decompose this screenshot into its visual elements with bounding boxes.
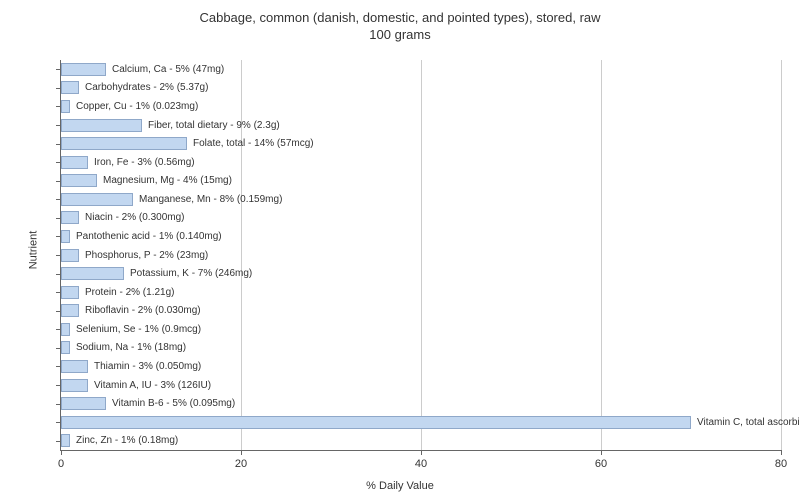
nutrient-label: Potassium, K - 7% (246mg) [130,268,252,279]
nutrient-label: Protein - 2% (1.21g) [85,287,175,298]
nutrient-bar [61,304,79,317]
x-tick [601,450,602,455]
bar-row: Manganese, Mn - 8% (0.159mg) [61,193,282,206]
x-tick-label: 40 [415,458,427,470]
x-tick [241,450,242,455]
nutrient-label: Niacin - 2% (0.300mg) [85,212,184,223]
x-tick-label: 60 [595,458,607,470]
bar-row: Potassium, K - 7% (246mg) [61,267,252,280]
nutrient-bar [61,249,79,262]
nutrient-bar [61,137,187,150]
bar-row: Zinc, Zn - 1% (0.18mg) [61,434,178,447]
nutrient-bar [61,360,88,373]
nutrient-label: Folate, total - 14% (57mcg) [193,138,314,149]
nutrient-bar [61,323,70,336]
gridline [601,60,602,450]
bar-row: Calcium, Ca - 5% (47mg) [61,63,224,76]
bar-row: Sodium, Na - 1% (18mg) [61,341,186,354]
x-tick [61,450,62,455]
nutrient-bar [61,416,691,429]
bar-row: Vitamin C, total ascorbic acid - 70% (42… [61,416,800,429]
nutrient-bar [61,156,88,169]
nutrient-bar [61,397,106,410]
nutrient-label: Vitamin B-6 - 5% (0.095mg) [112,398,235,409]
y-axis-label: Nutrient [27,231,39,270]
chart-container: Cabbage, common (danish, domestic, and p… [0,0,800,500]
nutrient-label: Phosphorus, P - 2% (23mg) [85,250,208,261]
nutrient-bar [61,100,70,113]
nutrient-bar [61,81,79,94]
gridline [781,60,782,450]
gridline [421,60,422,450]
nutrient-label: Carbohydrates - 2% (5.37g) [85,82,208,93]
x-tick-label: 0 [58,458,64,470]
title-line-2: 100 grams [0,27,800,44]
nutrient-bar [61,267,124,280]
bar-row: Vitamin B-6 - 5% (0.095mg) [61,397,235,410]
plot-area: 020406080Calcium, Ca - 5% (47mg)Carbohyd… [60,60,781,451]
nutrient-label: Vitamin C, total ascorbic acid - 70% (42… [697,417,800,428]
nutrient-label: Copper, Cu - 1% (0.023mg) [76,101,198,112]
title-line-1: Cabbage, common (danish, domestic, and p… [0,10,800,27]
bar-row: Pantothenic acid - 1% (0.140mg) [61,230,222,243]
nutrient-label: Manganese, Mn - 8% (0.159mg) [139,194,282,205]
nutrient-bar [61,119,142,132]
nutrient-label: Thiamin - 3% (0.050mg) [94,361,201,372]
bar-row: Carbohydrates - 2% (5.37g) [61,81,208,94]
nutrient-bar [61,379,88,392]
nutrient-label: Sodium, Na - 1% (18mg) [76,342,186,353]
bar-row: Thiamin - 3% (0.050mg) [61,360,201,373]
nutrient-label: Fiber, total dietary - 9% (2.3g) [148,120,280,131]
bar-row: Riboflavin - 2% (0.030mg) [61,304,201,317]
bar-row: Iron, Fe - 3% (0.56mg) [61,156,195,169]
x-axis-label: % Daily Value [366,480,434,492]
nutrient-bar [61,211,79,224]
bar-row: Protein - 2% (1.21g) [61,286,175,299]
nutrient-label: Magnesium, Mg - 4% (15mg) [103,175,232,186]
bar-row: Magnesium, Mg - 4% (15mg) [61,174,232,187]
bar-row: Vitamin A, IU - 3% (126IU) [61,379,211,392]
nutrient-bar [61,286,79,299]
nutrient-bar [61,230,70,243]
nutrient-bar [61,63,106,76]
bar-row: Folate, total - 14% (57mcg) [61,137,314,150]
nutrient-bar [61,434,70,447]
nutrient-bar [61,174,97,187]
bar-row: Niacin - 2% (0.300mg) [61,211,184,224]
x-tick [781,450,782,455]
nutrient-label: Pantothenic acid - 1% (0.140mg) [76,231,222,242]
bar-row: Fiber, total dietary - 9% (2.3g) [61,119,280,132]
nutrient-label: Calcium, Ca - 5% (47mg) [112,64,224,75]
bar-row: Phosphorus, P - 2% (23mg) [61,249,208,262]
nutrient-bar [61,193,133,206]
nutrient-label: Selenium, Se - 1% (0.9mcg) [76,324,201,335]
nutrient-bar [61,341,70,354]
bar-row: Copper, Cu - 1% (0.023mg) [61,100,198,113]
x-tick-label: 80 [775,458,787,470]
bar-row: Selenium, Se - 1% (0.9mcg) [61,323,201,336]
nutrient-label: Zinc, Zn - 1% (0.18mg) [76,435,178,446]
chart-title: Cabbage, common (danish, domestic, and p… [0,0,800,44]
x-tick [421,450,422,455]
x-tick-label: 20 [235,458,247,470]
nutrient-label: Vitamin A, IU - 3% (126IU) [94,380,211,391]
nutrient-label: Iron, Fe - 3% (0.56mg) [94,157,195,168]
nutrient-label: Riboflavin - 2% (0.030mg) [85,305,201,316]
